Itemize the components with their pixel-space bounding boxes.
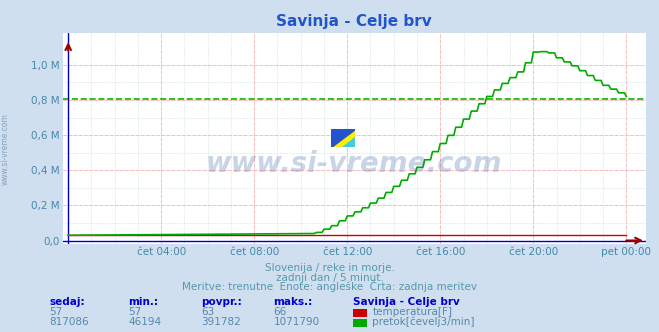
Text: www.si-vreme.com: www.si-vreme.com bbox=[1, 114, 10, 185]
Text: 817086: 817086 bbox=[49, 317, 89, 327]
Text: 46194: 46194 bbox=[129, 317, 161, 327]
Text: www.si-vreme.com: www.si-vreme.com bbox=[206, 150, 502, 178]
Text: 57: 57 bbox=[49, 307, 63, 317]
Title: Savinja - Celje brv: Savinja - Celje brv bbox=[276, 14, 432, 29]
Text: maks.:: maks.: bbox=[273, 297, 313, 307]
Text: Meritve: trenutne  Enote: angleške  Črta: zadnja meritev: Meritve: trenutne Enote: angleške Črta: … bbox=[182, 281, 477, 292]
Text: 63: 63 bbox=[201, 307, 214, 317]
Text: Slovenija / reke in morje.: Slovenija / reke in morje. bbox=[264, 263, 395, 273]
Text: pretok[čevelj3/min]: pretok[čevelj3/min] bbox=[372, 316, 475, 327]
Text: min.:: min.: bbox=[129, 297, 159, 307]
Text: temperatura[F]: temperatura[F] bbox=[372, 307, 452, 317]
Text: 391782: 391782 bbox=[201, 317, 241, 327]
Text: 57: 57 bbox=[129, 307, 142, 317]
Text: 1071790: 1071790 bbox=[273, 317, 320, 327]
Text: Savinja - Celje brv: Savinja - Celje brv bbox=[353, 297, 459, 307]
Text: sedaj:: sedaj: bbox=[49, 297, 85, 307]
Text: 66: 66 bbox=[273, 307, 287, 317]
Text: povpr.:: povpr.: bbox=[201, 297, 242, 307]
Text: zadnji dan / 5 minut.: zadnji dan / 5 minut. bbox=[275, 273, 384, 283]
